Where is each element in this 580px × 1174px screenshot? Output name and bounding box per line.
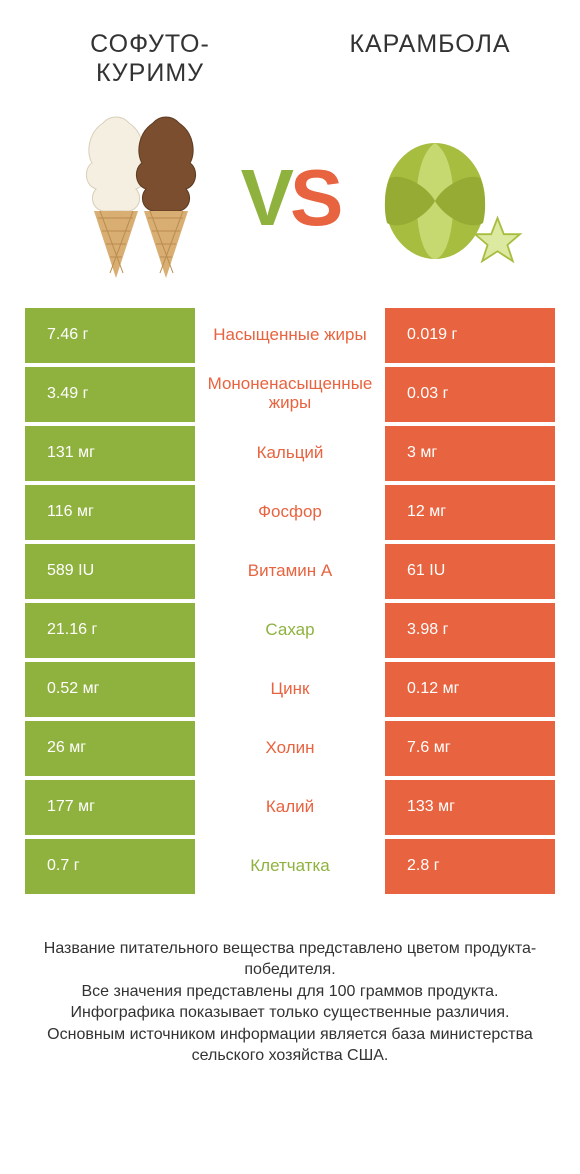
footer-notes: Название питательного вещества представл… — [0, 898, 580, 1068]
left-value-cell: 0.7 г — [25, 839, 195, 894]
table-row: 0.7 гКлетчатка2.8 г — [25, 839, 555, 894]
footer-line: Инфографика показывает только существенн… — [20, 1002, 560, 1024]
carambola-icon — [375, 123, 525, 273]
right-value-cell: 7.6 мг — [385, 721, 555, 776]
table-row: 26 мгХолин7.6 мг — [25, 721, 555, 776]
table-row: 177 мгКалий133 мг — [25, 780, 555, 835]
footer-line: Основным источником информации является … — [20, 1024, 560, 1067]
footer-line: Название питательного вещества представл… — [20, 938, 560, 981]
right-value-cell: 61 IU — [385, 544, 555, 599]
table-row: 116 мгФосфор12 мг — [25, 485, 555, 540]
nutrient-label: Фосфор — [195, 485, 385, 540]
left-value-cell: 26 мг — [25, 721, 195, 776]
vs-s-letter: S — [290, 153, 339, 242]
right-value-cell: 0.019 г — [385, 308, 555, 363]
table-row: 589 IUВитамин A61 IU — [25, 544, 555, 599]
left-value-cell: 21.16 г — [25, 603, 195, 658]
nutrient-label: Клетчатка — [195, 839, 385, 894]
right-value-cell: 2.8 г — [385, 839, 555, 894]
nutrient-label: Холин — [195, 721, 385, 776]
table-row: 3.49 гМононенасыщенные жиры0.03 г — [25, 367, 555, 422]
titles-row: СОФУТО- КУРИМУ КАРАМБОЛА — [0, 0, 580, 98]
nutrient-label: Сахар — [195, 603, 385, 658]
left-value-cell: 7.46 г — [25, 308, 195, 363]
table-row: 21.16 гСахар3.98 г — [25, 603, 555, 658]
nutrient-label: Цинк — [195, 662, 385, 717]
nutrient-label: Насыщенные жиры — [195, 308, 385, 363]
right-product-title: КАРАМБОЛА — [320, 30, 540, 88]
left-value-cell: 0.52 мг — [25, 662, 195, 717]
right-value-cell: 133 мг — [385, 780, 555, 835]
right-value-cell: 0.03 г — [385, 367, 555, 422]
left-product-image — [40, 113, 220, 283]
nutrient-label: Мононенасыщенные жиры — [195, 367, 385, 422]
left-value-cell: 131 мг — [25, 426, 195, 481]
right-value-cell: 0.12 мг — [385, 662, 555, 717]
left-value-cell: 589 IU — [25, 544, 195, 599]
comparison-table: 7.46 гНасыщенные жиры0.019 г3.49 гМононе… — [0, 308, 580, 894]
footer-line: Все значения представлены для 100 граммо… — [20, 981, 560, 1003]
right-product-image — [360, 123, 540, 273]
right-value-cell: 12 мг — [385, 485, 555, 540]
table-row: 7.46 гНасыщенные жиры0.019 г — [25, 308, 555, 363]
table-row: 131 мгКальций3 мг — [25, 426, 555, 481]
vs-label: VS — [241, 152, 340, 244]
hero-row: VS — [0, 98, 580, 308]
nutrient-label: Витамин A — [195, 544, 385, 599]
left-product-title: СОФУТО- КУРИМУ — [40, 30, 260, 88]
nutrient-label: Калий — [195, 780, 385, 835]
ice-cream-icon — [60, 113, 200, 283]
right-value-cell: 3.98 г — [385, 603, 555, 658]
left-value-cell: 116 мг — [25, 485, 195, 540]
table-row: 0.52 мгЦинк0.12 мг — [25, 662, 555, 717]
right-value-cell: 3 мг — [385, 426, 555, 481]
left-value-cell: 3.49 г — [25, 367, 195, 422]
left-value-cell: 177 мг — [25, 780, 195, 835]
nutrient-label: Кальций — [195, 426, 385, 481]
vs-v-letter: V — [241, 153, 290, 242]
